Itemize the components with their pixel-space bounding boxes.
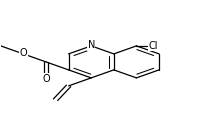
Text: N: N	[88, 40, 95, 50]
Text: Cl: Cl	[148, 41, 158, 51]
Text: O: O	[42, 74, 50, 84]
Text: O: O	[19, 48, 27, 58]
